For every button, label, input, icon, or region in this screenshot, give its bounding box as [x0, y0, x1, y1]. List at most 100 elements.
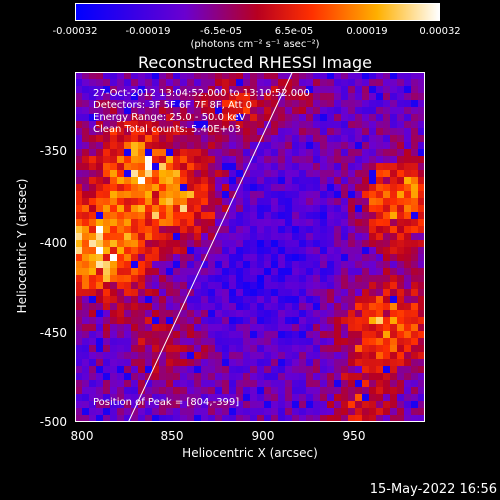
heatmap-cell: [404, 380, 412, 388]
heatmap-cell: [404, 401, 412, 409]
heatmap-cell: [355, 408, 363, 416]
heatmap-cell: [236, 268, 244, 276]
heatmap-cell: [96, 415, 104, 422]
heatmap-cell: [229, 317, 237, 325]
heatmap-cell: [243, 275, 251, 283]
heatmap-cell: [159, 135, 167, 143]
heatmap-cell: [201, 359, 209, 367]
heatmap-cell: [131, 261, 139, 269]
heatmap-cell: [278, 289, 286, 297]
heatmap-cell: [369, 345, 377, 353]
heatmap-cell: [327, 261, 335, 269]
heatmap-cell: [355, 387, 363, 395]
heatmap-cell: [369, 93, 377, 101]
heatmap-cell: [327, 191, 335, 199]
heatmap-cell: [341, 359, 349, 367]
heatmap-cell: [334, 86, 342, 94]
heatmap-cell: [313, 198, 321, 206]
heatmap-cell: [320, 205, 328, 213]
heatmap-cell: [313, 233, 321, 241]
heatmap-cell: [369, 359, 377, 367]
heatmap-cell: [152, 170, 160, 178]
heatmap-cell: [96, 191, 104, 199]
heatmap-cell: [250, 135, 258, 143]
heatmap-cell: [404, 219, 412, 227]
heatmap-cell: [313, 373, 321, 381]
heatmap-cell: [124, 135, 132, 143]
x-tick-label: 850: [160, 429, 184, 443]
heatmap-cell: [229, 387, 237, 395]
heatmap-cell: [341, 394, 349, 402]
heatmap-cell: [397, 296, 405, 304]
heatmap-cell: [103, 184, 111, 192]
heatmap-cell: [89, 415, 97, 422]
heatmap-cell: [285, 177, 293, 185]
heatmap-cell: [208, 401, 216, 409]
heatmap-cell: [89, 254, 97, 262]
heatmap-cell: [159, 310, 167, 318]
heatmap-cell: [264, 219, 272, 227]
heatmap-cell: [117, 107, 125, 115]
heatmap-cell: [124, 107, 132, 115]
heatmap-cell: [180, 282, 188, 290]
heatmap-cell: [250, 121, 258, 129]
heatmap-cell: [229, 198, 237, 206]
heatmap-cell: [117, 289, 125, 297]
heatmap-cell: [103, 79, 111, 87]
heatmap-cell: [390, 184, 398, 192]
heatmap-cell: [327, 282, 335, 290]
heatmap-cell: [341, 387, 349, 395]
heatmap-cell: [96, 275, 104, 283]
heatmap-cell: [138, 128, 146, 136]
heatmap-cell: [411, 233, 419, 241]
heatmap-cell: [208, 394, 216, 402]
heatmap-cell: [306, 373, 314, 381]
heatmap-cell: [89, 352, 97, 360]
heatmap-cell: [131, 324, 139, 332]
heatmap-cell: [194, 275, 202, 283]
heatmap-cell: [271, 282, 279, 290]
heatmap-cell: [75, 205, 83, 213]
heatmap-cell: [418, 107, 425, 115]
heatmap-cell: [355, 163, 363, 171]
heatmap-cell: [236, 177, 244, 185]
heatmap-cell: [131, 135, 139, 143]
heatmap-cell: [96, 107, 104, 115]
heatmap-cell: [243, 86, 251, 94]
heatmap-cell: [292, 282, 300, 290]
heatmap-cell: [243, 79, 251, 87]
heatmap-cell: [299, 226, 307, 234]
heatmap-cell: [376, 401, 384, 409]
heatmap-cell: [418, 366, 425, 374]
heatmap-cell: [313, 352, 321, 360]
heatmap-cell: [418, 135, 425, 143]
heatmap-cell: [404, 72, 412, 80]
heatmap-cell: [89, 100, 97, 108]
heatmap-cell: [327, 289, 335, 297]
heatmap-cell: [215, 331, 223, 339]
heatmap-cell: [390, 107, 398, 115]
heatmap-cell: [222, 387, 230, 395]
heatmap-cell: [96, 114, 104, 122]
heatmap-cell: [327, 107, 335, 115]
heatmap-cell: [110, 352, 118, 360]
heatmap-cell: [243, 170, 251, 178]
heatmap-cell: [215, 233, 223, 241]
heatmap-cell: [411, 352, 419, 360]
heatmap-cell: [369, 226, 377, 234]
heatmap-cell: [278, 240, 286, 248]
heatmap-cell: [285, 107, 293, 115]
heatmap-cell: [390, 226, 398, 234]
heatmap-cell: [173, 240, 181, 248]
heatmap-cell: [376, 226, 384, 234]
heatmap-cell: [404, 100, 412, 108]
heatmap-cell: [201, 268, 209, 276]
heatmap-cell: [250, 415, 258, 422]
heatmap-cell: [376, 205, 384, 213]
heatmap-cell: [222, 254, 230, 262]
heatmap-cell: [285, 338, 293, 346]
heatmap-cell: [334, 261, 342, 269]
heatmap-cell: [159, 121, 167, 129]
heatmap-cell: [159, 72, 167, 80]
heatmap-cell: [145, 226, 153, 234]
